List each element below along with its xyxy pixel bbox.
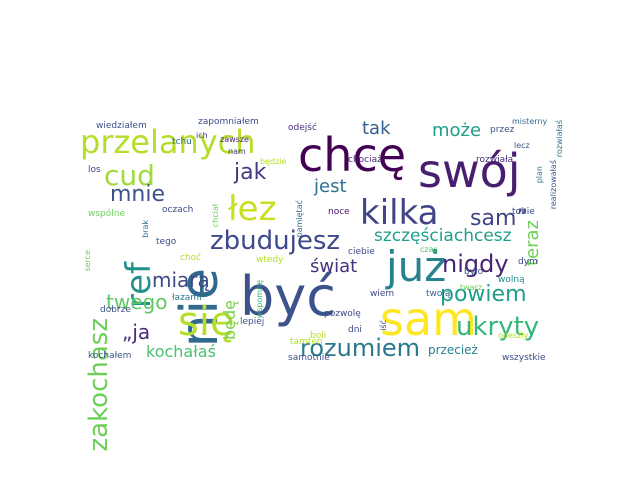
cloud-word-lez: łez	[228, 189, 277, 229]
cloud-word-odeszly: odeszły	[498, 331, 529, 340]
cloud-word-ja: „ja	[122, 320, 151, 344]
cloud-word-dym: dym	[518, 257, 538, 267]
cloud-word-sie: się	[178, 299, 235, 345]
cloud-word-chociaz: chociaż	[348, 155, 382, 165]
cloud-word-kochalem: kochałem	[88, 351, 132, 361]
cloud-word-ciebie: ciebie	[348, 247, 375, 257]
cloud-word-moze: może	[432, 120, 482, 141]
cloud-word-isc: iść	[379, 320, 388, 331]
cloud-word-rozwiala: rozwiała	[476, 155, 514, 165]
cloud-word-przelanych: przelanych	[80, 123, 256, 161]
cloud-word-dni: dni	[348, 325, 362, 335]
cloud-word-miara: miarą	[152, 268, 210, 292]
cloud-word-realizowalas: realizowałaś	[549, 160, 558, 210]
cloud-word-plan: plan	[535, 166, 544, 184]
cloud-word-cud: cud	[104, 159, 155, 192]
cloud-word-zbudujesz: zbudujesz	[210, 226, 341, 256]
cloud-word-twoja: twoją	[426, 289, 451, 299]
cloud-word-ich: ich	[196, 131, 208, 140]
cloud-word-dobrze: dobrze	[100, 305, 131, 315]
cloud-word-odejsc: odejść	[288, 123, 317, 133]
cloud-word-powiem: powiem	[440, 282, 527, 307]
word-cloud: być chcę swój sam nie już się kilka łez przelanyc…	[80, 116, 568, 452]
cloud-word-wiedzialem: wiedziałem	[96, 121, 147, 131]
cloud-word-rozwialas: rozwiałaś	[555, 120, 564, 158]
cloud-word-zakochasz: zakochasz	[84, 318, 114, 452]
cloud-word-czas: czas	[420, 245, 438, 254]
cloud-word-kilka: kilka	[360, 193, 439, 233]
cloud-word-lepiej: lepiej	[240, 317, 265, 327]
cloud-word-twego: twego	[106, 290, 168, 314]
cloud-word-pamietac: pamiętać	[295, 200, 304, 238]
cloud-word-samotnie: samotnie	[288, 353, 330, 363]
cloud-word-rozumiem: rozumiem	[300, 334, 421, 362]
cloud-word-tchu: tchu	[172, 137, 192, 147]
cloud-word-brak: brak	[141, 220, 150, 238]
cloud-word-chce: chcę	[298, 128, 407, 182]
cloud-word-lecz: lecz	[514, 141, 530, 150]
cloud-word-wtedy: wtedy	[256, 255, 284, 265]
cloud-word-lazami: łazami	[172, 293, 202, 303]
cloud-word-boli: boli	[310, 331, 327, 341]
cloud-word-przeciez: przecież	[428, 343, 478, 357]
cloud-word-serce: serce	[83, 250, 92, 272]
cloud-word-kochalas: kochałaś	[146, 342, 216, 361]
cloud-word-jak: jak	[234, 160, 267, 185]
cloud-word-zapomnialem: zapomniałem	[198, 117, 259, 127]
cloud-word-wolna: wolną	[498, 275, 525, 285]
cloud-word-misterny: misterny	[512, 117, 548, 126]
cloud-word-wszystkie: wszystkie	[502, 353, 546, 363]
cloud-word-szczesciachcesz: szczęściachcesz	[374, 226, 512, 246]
cloud-word-pozwole: pozwolę	[324, 309, 361, 319]
cloud-word-los: los	[88, 165, 101, 175]
cloud-word-noce: noce	[328, 207, 350, 217]
cloud-word-przez: przez	[490, 125, 515, 135]
cloud-word-jest: jest	[314, 176, 347, 197]
cloud-word-tego: tego	[156, 237, 177, 247]
cloud-word-oczach: oczach	[162, 205, 194, 215]
cloud-word-swoj: swój	[418, 144, 521, 198]
cloud-word-choc: choć	[180, 253, 202, 263]
cloud-word-bedzie: będzie	[260, 157, 287, 166]
cloud-word-byc: być	[240, 265, 336, 328]
cloud-word-juz: już	[386, 242, 447, 291]
cloud-word-bylo: było	[464, 267, 484, 277]
cloud-word-tak: tak	[362, 118, 391, 139]
cloud-word-ukryty: ukryty	[456, 312, 540, 342]
cloud-word-wspomne: wspomnę	[255, 280, 264, 319]
cloud-word-tobie: tobie	[512, 207, 535, 217]
cloud-word-bede: będę	[220, 300, 239, 340]
cloud-word-mnie: mnie	[110, 182, 166, 207]
cloud-word-swiat: świat	[310, 256, 358, 277]
cloud-word-zawsze: zawsze	[220, 135, 249, 144]
cloud-word-sam: sam”	[470, 206, 528, 231]
cloud-word-twarz: twarz	[460, 283, 483, 292]
cloud-word-wspolne: wspólne	[88, 209, 126, 219]
cloud-word-chcial: chciał	[211, 204, 220, 228]
cloud-word-tamten: tamten	[290, 337, 323, 347]
cloud-word-nam: nam	[228, 147, 246, 156]
cloud-word-wiem: wiem	[370, 289, 395, 299]
cloud-word-nigdy: nigdy	[442, 250, 509, 278]
cloud-word-sam: sam	[380, 292, 477, 346]
